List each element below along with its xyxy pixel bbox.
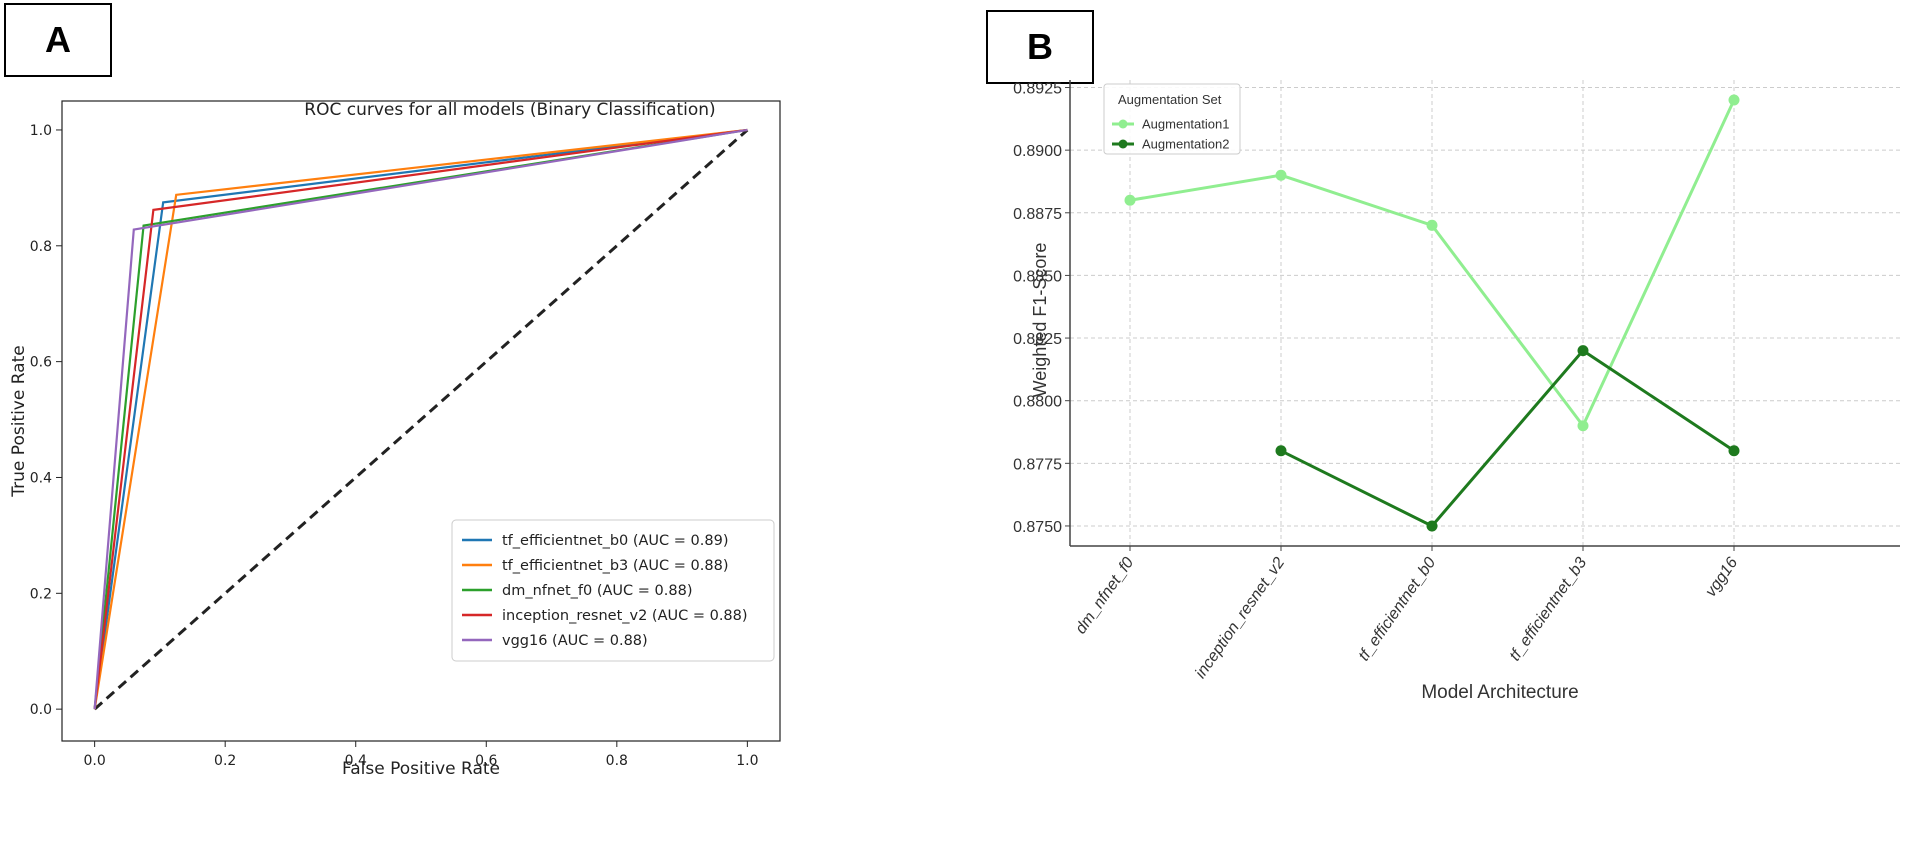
- f1-y-tick-label: 0.8750: [1013, 519, 1062, 536]
- roc-chance-line: [93, 128, 749, 711]
- f1-legend-entry: Augmentation1: [1142, 117, 1229, 132]
- roc-y-tick-label: 0.4: [30, 470, 52, 486]
- roc-y-tick-label: 1.0: [30, 123, 52, 139]
- f1-legend-marker: [1118, 139, 1128, 149]
- roc-legend-entry: tf_efficientnet_b3 (AUC = 0.88): [502, 558, 729, 574]
- roc-legend-entry: tf_efficientnet_b0 (AUC = 0.89): [502, 533, 729, 549]
- roc-legend: tf_efficientnet_b0 (AUC = 0.89) tf_effici…: [451, 519, 775, 662]
- f1-data-point: [1426, 219, 1438, 231]
- f1-data-point: [1275, 445, 1287, 457]
- f1-y-tick-label: 0.8800: [1013, 394, 1062, 411]
- roc-chart-title: ROC curves for all models (Binary Classi…: [304, 100, 715, 120]
- f1-x-tick-label: inception_resnet_v2: [1192, 554, 1288, 681]
- f1-y-tick-label: 0.8875: [1013, 206, 1062, 223]
- f1-legend-title: Augmentation Set: [1118, 92, 1222, 107]
- f1-data-point: [1426, 520, 1438, 532]
- f1-chart: 0.8750 0.8775 0.8800 0.8825 0.8850 0.8875 0.89…: [1013, 80, 1900, 703]
- roc-x-tick-label: 0.8: [606, 753, 628, 769]
- roc-plot-frame: [61, 100, 781, 742]
- f1-legend-marker: [1118, 119, 1128, 129]
- panel-label-a: A: [4, 3, 112, 77]
- f1-y-tick-label: 0.8825: [1013, 331, 1062, 348]
- roc-series-line-0: [93, 128, 748, 710]
- roc-legend-entry: dm_nfnet_f0 (AUC = 0.88): [502, 583, 692, 599]
- f1-y-tick-label: 0.8900: [1013, 143, 1062, 160]
- panel-label-b: B: [986, 10, 1094, 84]
- f1-data-point: [1577, 345, 1589, 357]
- roc-y-tick-label: 0.2: [30, 586, 52, 602]
- f1-series-line-1: [1280, 348, 1735, 528]
- f1-data-point: [1124, 194, 1136, 206]
- f1-data-point: [1577, 420, 1589, 432]
- roc-y-tick-label: 0.8: [30, 239, 52, 255]
- roc-y-tick-label: 0.6: [30, 355, 52, 371]
- f1-x-tick-label: tf_efficientnet_b0: [1355, 554, 1439, 664]
- roc-y-axis-label: True Positive Rate: [9, 345, 29, 497]
- roc-series-line-1: [93, 128, 748, 710]
- f1-y-axis-label: Weighted F1-Score: [1030, 243, 1050, 398]
- roc-chart: ROC curves for all models (Binary Classi…: [9, 100, 781, 779]
- roc-x-tick-label: 0.4: [345, 753, 367, 769]
- roc-series-line-3: [93, 128, 748, 710]
- f1-legend: Augmentation Set Augmentation1 Augmentatio…: [1103, 83, 1241, 155]
- f1-y-tick-label: 0.8925: [1013, 81, 1062, 98]
- roc-y-tick-label: 0.0: [30, 702, 52, 718]
- f1-y-tick-label: 0.8775: [1013, 456, 1062, 473]
- roc-x-tick-label: 1.0: [736, 753, 758, 769]
- roc-x-tick-label: 0.2: [214, 753, 236, 769]
- f1-x-tick-label: tf_efficientnet_b3: [1506, 554, 1590, 664]
- f1-legend-box: [1103, 83, 1241, 155]
- roc-x-tick-label: 0.0: [84, 753, 106, 769]
- f1-y-tick-label: 0.8850: [1013, 268, 1062, 285]
- f1-data-point: [1728, 445, 1740, 457]
- f1-data-point: [1275, 169, 1287, 181]
- f1-x-tick-label: vgg16: [1702, 554, 1741, 600]
- roc-series-line-4: [93, 128, 748, 710]
- roc-x-axis-label: False Positive Rate: [342, 759, 500, 779]
- roc-legend-box: [451, 519, 775, 662]
- f1-legend-entry: Augmentation2: [1142, 137, 1229, 152]
- f1-x-tick-label: dm_nfnet_f0: [1072, 554, 1137, 637]
- f1-data-point: [1728, 94, 1740, 106]
- roc-x-tick-label: 0.6: [475, 753, 497, 769]
- roc-legend-entry: vgg16 (AUC = 0.88): [502, 633, 648, 649]
- roc-legend-entry: inception_resnet_v2 (AUC = 0.88): [502, 608, 748, 624]
- f1-x-axis-label: Model Architecture: [1421, 682, 1578, 703]
